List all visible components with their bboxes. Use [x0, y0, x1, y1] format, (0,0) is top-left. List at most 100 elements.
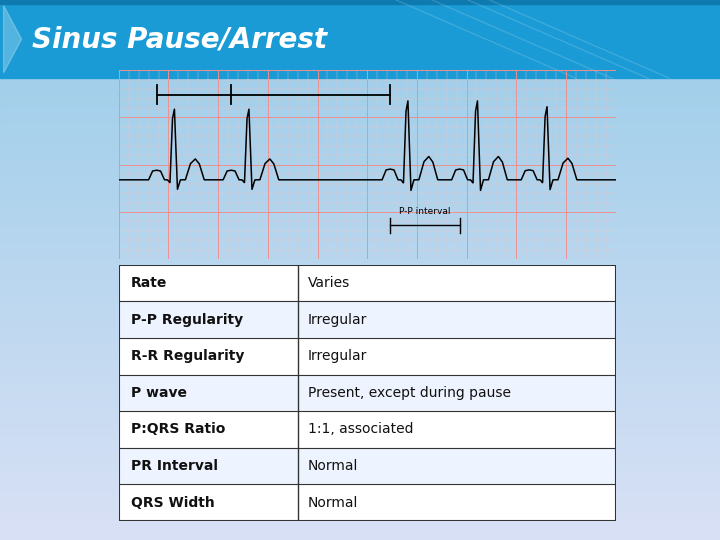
Bar [0, 49, 720, 51]
Bar [119, 301, 616, 338]
Bar [0, 151, 720, 154]
Bar [0, 302, 720, 305]
Bar [0, 254, 720, 256]
Bar [0, 467, 720, 470]
Bar [0, 259, 720, 262]
Bar [0, 111, 720, 113]
Bar [0, 405, 720, 408]
Bar [0, 46, 720, 49]
Text: P-P Regularity: P-P Regularity [131, 313, 243, 327]
Text: 1:1, associated: 1:1, associated [307, 422, 413, 436]
Bar [0, 73, 720, 76]
Bar [0, 232, 720, 235]
Bar [0, 243, 720, 246]
Bar [0, 124, 720, 127]
Bar [0, 416, 720, 418]
Bar [0, 378, 720, 381]
Bar [0, 454, 720, 456]
Bar [0, 176, 720, 178]
Bar [0, 148, 720, 151]
Bar [0, 267, 720, 270]
Bar [0, 410, 720, 413]
Bar [0, 462, 720, 464]
Bar [0, 248, 720, 251]
Bar [0, 356, 720, 359]
Bar [0, 219, 720, 221]
Bar [0, 472, 720, 475]
Bar [0, 535, 720, 537]
Bar [0, 3, 720, 5]
Text: P:QRS Ratio: P:QRS Ratio [131, 422, 225, 436]
Bar [0, 346, 720, 348]
Text: Normal: Normal [307, 496, 358, 510]
Bar [0, 43, 720, 46]
Bar [0, 494, 720, 497]
Bar [119, 411, 616, 448]
Bar [0, 140, 720, 143]
Bar [0, 400, 720, 402]
Bar [0, 483, 720, 486]
Bar [0, 451, 720, 454]
Bar [0, 421, 720, 424]
Bar [0, 532, 720, 535]
Bar [0, 256, 720, 259]
Bar [0, 397, 720, 400]
Bar [0, 338, 720, 340]
Bar [0, 481, 720, 483]
Bar [0, 143, 720, 146]
Bar [0, 238, 720, 240]
Bar [0, 343, 720, 346]
Bar [0, 224, 720, 227]
Bar [0, 194, 720, 197]
Bar [0, 324, 720, 327]
Bar [0, 359, 720, 362]
Bar [0, 329, 720, 332]
Bar [0, 305, 720, 308]
Bar [0, 427, 720, 429]
Bar [0, 132, 720, 135]
Bar [0, 389, 720, 392]
Bar [0, 310, 720, 313]
Bar [0, 456, 720, 459]
Bar [0, 375, 720, 378]
Bar [0, 383, 720, 386]
Bar [0, 65, 720, 68]
Bar [0, 491, 720, 494]
Bar [0, 270, 720, 273]
Bar [0, 62, 720, 65]
Bar [119, 375, 616, 411]
Bar [119, 448, 616, 484]
Bar [0, 68, 720, 70]
Bar [0, 348, 720, 351]
Bar [0, 181, 720, 184]
Bar [0, 216, 720, 219]
Bar [0, 418, 720, 421]
Text: QRS Width: QRS Width [131, 496, 215, 510]
Bar [0, 122, 720, 124]
Bar [0, 497, 720, 500]
Text: Varies: Varies [307, 276, 350, 290]
Bar [0, 297, 720, 300]
Bar [0, 240, 720, 243]
Bar [0, 300, 720, 302]
Bar [0, 332, 720, 335]
Bar [0, 289, 720, 292]
Bar [0, 157, 720, 159]
Bar [0, 265, 720, 267]
Text: Rate: Rate [131, 276, 168, 290]
Bar [0, 70, 720, 73]
Bar [0, 529, 720, 532]
Bar [0, 146, 720, 148]
Bar [0, 319, 720, 321]
Bar [0, 108, 720, 111]
Bar [0, 54, 720, 57]
Bar [0, 27, 720, 30]
Bar [0, 470, 720, 472]
Bar [0, 429, 720, 432]
Bar [0, 459, 720, 462]
Bar [0, 0, 720, 78]
Bar [0, 200, 720, 202]
Bar [0, 475, 720, 478]
Bar [0, 284, 720, 286]
Bar [0, 76, 720, 78]
